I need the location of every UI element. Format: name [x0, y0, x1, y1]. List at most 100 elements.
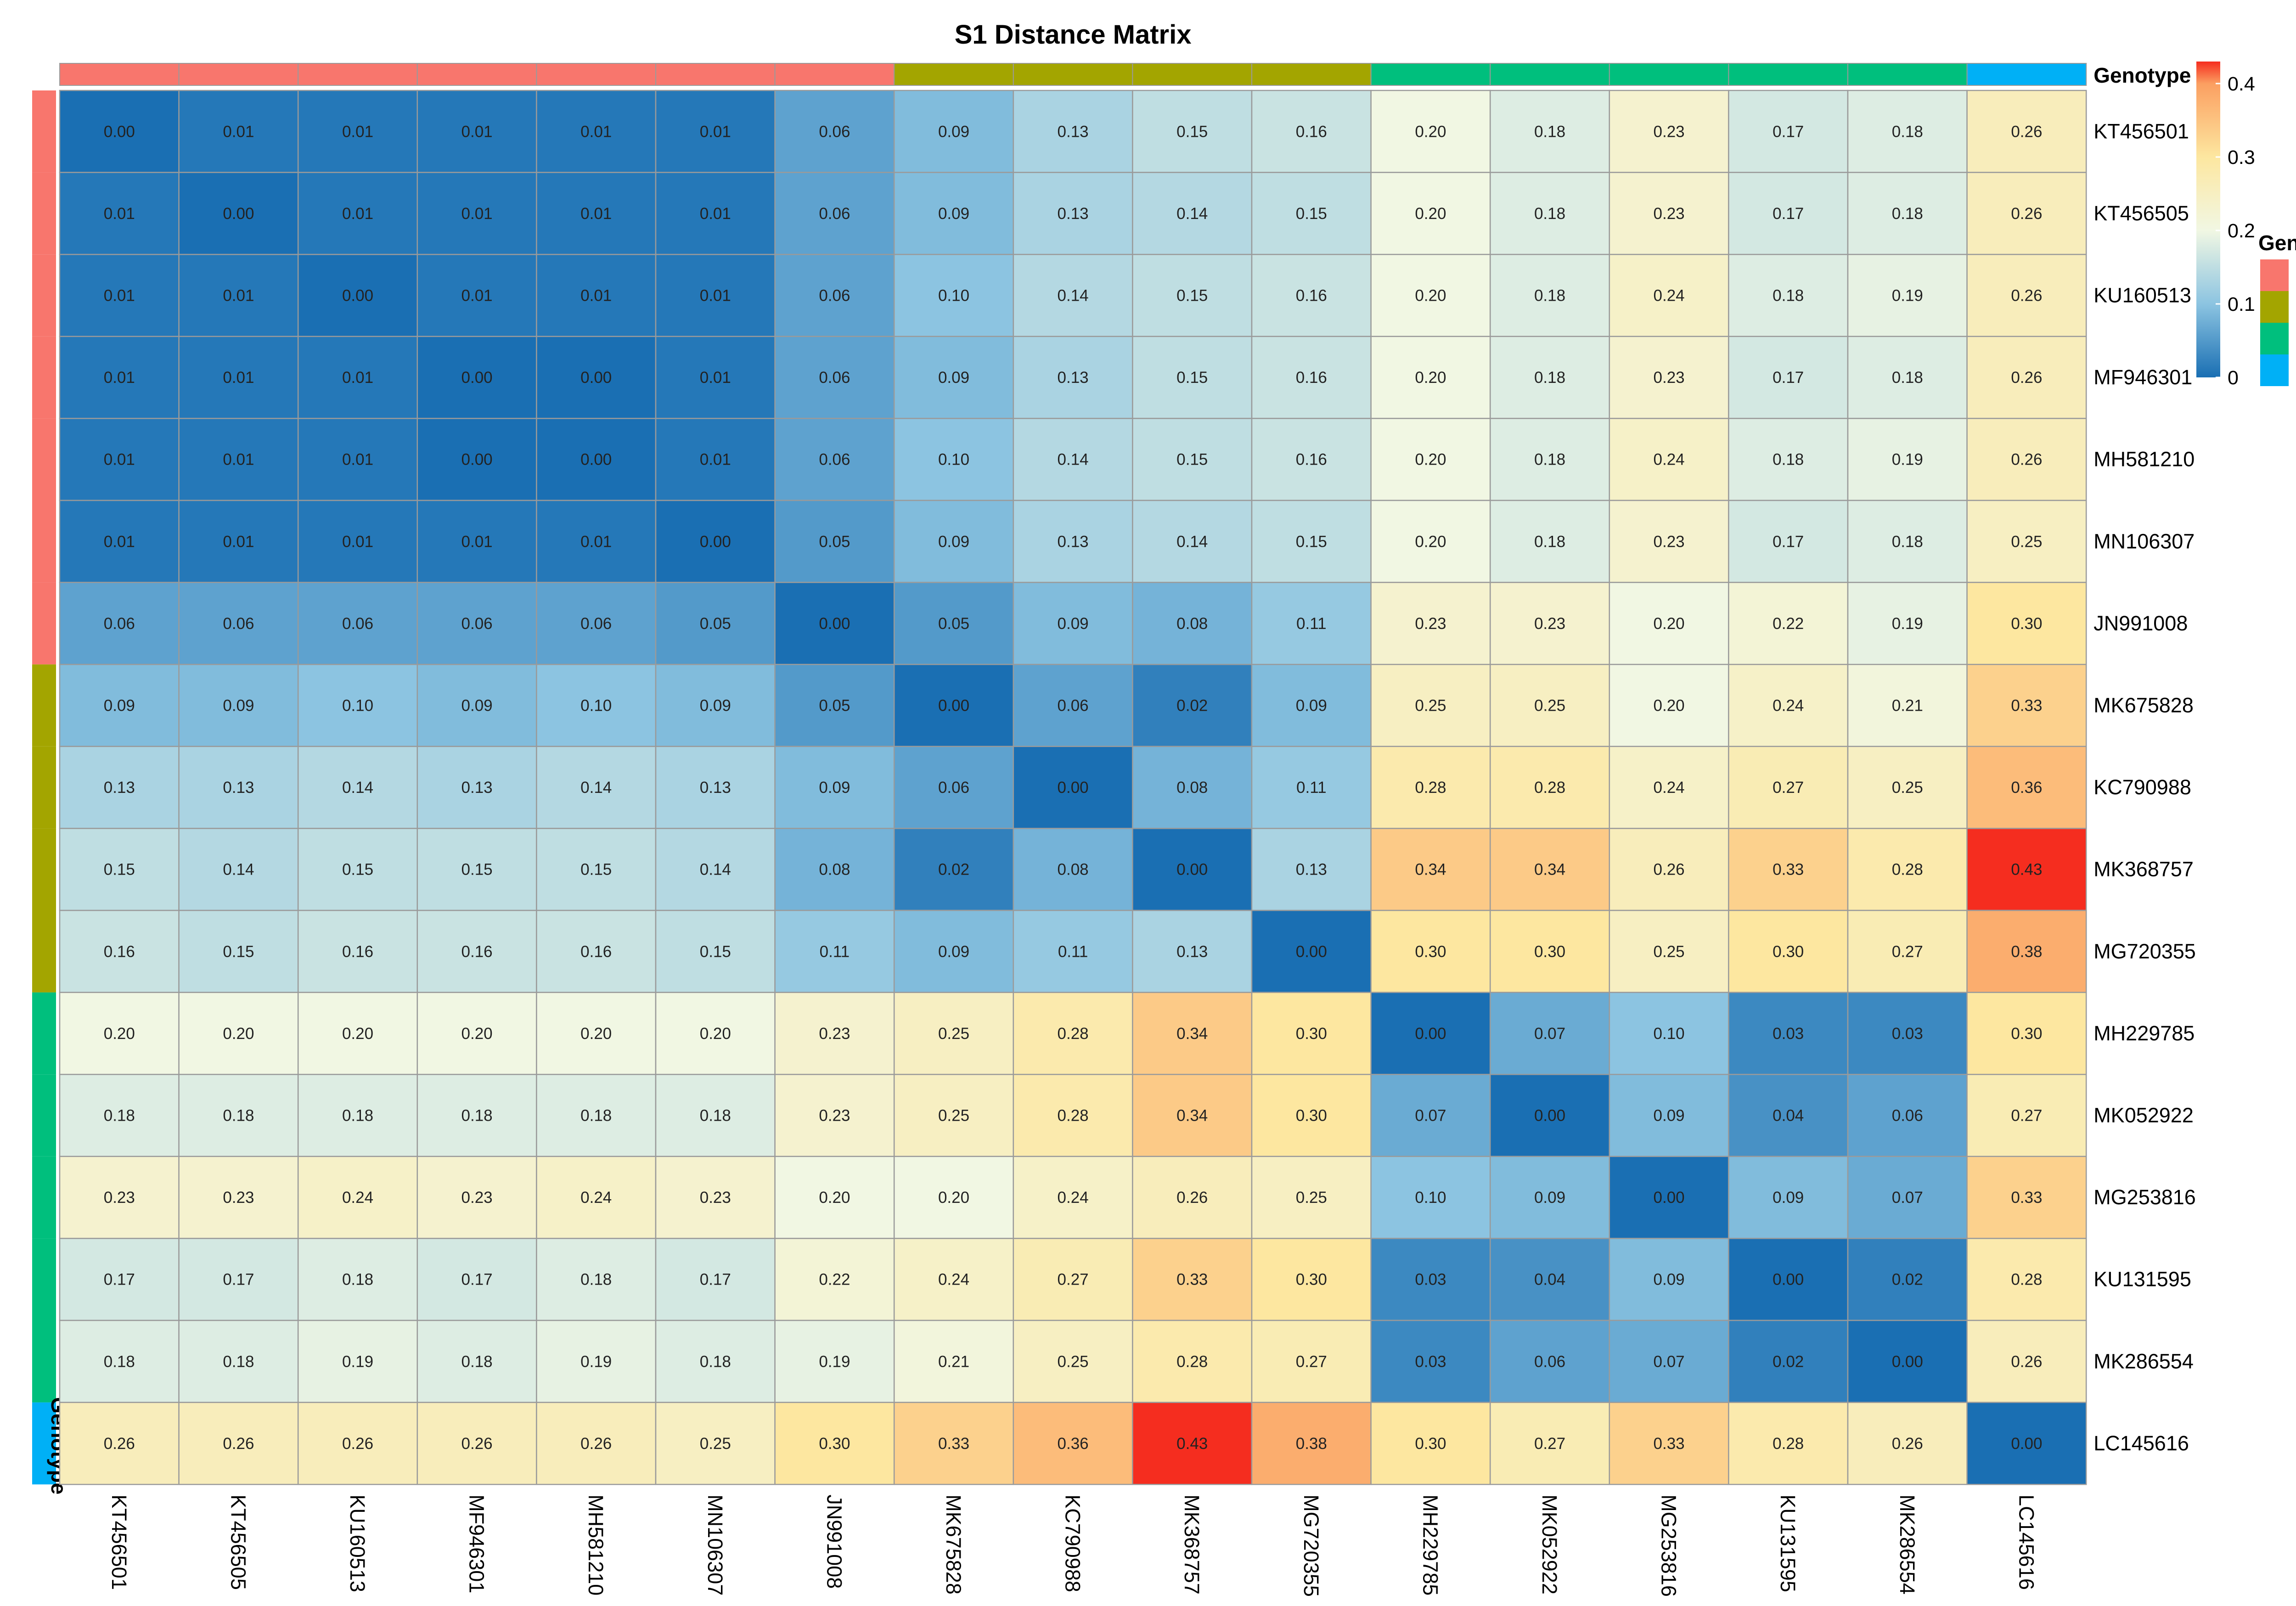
heatmap-cell	[178, 663, 299, 747]
cell-value-label: 0.20	[1654, 697, 1685, 715]
heatmap-cell	[774, 992, 895, 1075]
cell-value-label: 0.23	[700, 1189, 731, 1207]
cell-value-label: 0.28	[1773, 1435, 1804, 1453]
heatmap-cell	[1966, 746, 2087, 829]
cell-value-label: 0.25	[1415, 697, 1446, 715]
cell-value-label: 0.06	[580, 615, 612, 633]
column-label: MF946301	[465, 1494, 489, 1593]
left-genotype-annotation	[32, 90, 56, 1485]
heatmap-cell	[297, 828, 418, 911]
cell-value-label: 0.05	[819, 533, 850, 550]
left-annotation-cell	[32, 664, 56, 747]
top-annotation-cell	[1609, 63, 1729, 86]
cell-value-label: 0.18	[461, 1107, 493, 1125]
cell-value-label: 0.00	[1534, 1107, 1565, 1125]
cell-value-label: 0.01	[580, 205, 612, 223]
heatmap-cell	[774, 253, 895, 337]
left-annotation-cell	[32, 90, 56, 173]
heatmap-cell	[1132, 828, 1253, 911]
cell-value-label: 0.18	[104, 1107, 135, 1125]
heatmap-cell	[1847, 1402, 1968, 1485]
cell-value-label: 0.43	[1176, 1435, 1208, 1453]
cell-value-label: 0.33	[1176, 1271, 1208, 1289]
heatmap-cell	[1847, 582, 1968, 665]
heatmap-cell	[536, 1238, 657, 1321]
row-label: MH581210	[2093, 448, 2195, 471]
cell-value-label: 0.15	[1296, 533, 1327, 550]
heatmap-cell	[655, 992, 776, 1075]
cell-value-label: 0.16	[104, 943, 135, 960]
heatmap-cell	[1609, 172, 1729, 255]
cell-value-label: 0.18	[1534, 287, 1565, 305]
heatmap-cell	[59, 1238, 180, 1321]
heatmap-cell	[297, 500, 418, 583]
row-label: MK052922	[2093, 1104, 2194, 1127]
cell-value-label: 0.18	[1534, 205, 1565, 223]
cell-value-label: 0.01	[461, 533, 493, 550]
cell-value-label: 0.01	[223, 287, 254, 305]
cell-value-label: 0.09	[938, 205, 969, 223]
cell-value-label: 0.06	[819, 123, 850, 140]
cell-value-label: 0.20	[580, 1025, 612, 1043]
cell-value-label: 0.15	[1176, 287, 1208, 305]
cell-value-label: 0.19	[342, 1353, 373, 1370]
heatmap-cell	[1251, 500, 1372, 583]
cell-value-label: 0.11	[1058, 943, 1088, 960]
row-labels: KT456501 KT456505 KU160513 MF946301 MH581210…	[2093, 119, 2196, 1455]
heatmap-cell	[1609, 500, 1729, 583]
cell-value-label: 0.15	[1176, 451, 1208, 469]
heatmap-cell	[1489, 90, 1610, 173]
heatmap-cell	[1013, 253, 1133, 337]
cell-value-label: 0.00	[700, 533, 731, 550]
cell-value-label: 0.01	[580, 533, 612, 550]
row-label: KT456501	[2093, 119, 2189, 143]
cell-value-label: 0.19	[1892, 287, 1923, 305]
cell-value-label: 0.26	[223, 1435, 254, 1453]
left-annotation-cell	[32, 992, 56, 1075]
cell-value-label: 0.27	[1058, 1271, 1089, 1289]
cell-value-label: 0.18	[1892, 369, 1923, 387]
cell-value-label: 0.10	[580, 697, 612, 715]
cell-value-label: 0.04	[1773, 1107, 1804, 1125]
heatmap-cell	[59, 746, 180, 829]
top-annotation-cell	[298, 63, 418, 86]
cell-value-label: 0.01	[223, 451, 254, 469]
heatmap-cell	[1966, 172, 2087, 255]
cell-value-label: 0.08	[1176, 779, 1208, 797]
cell-value-label: 0.10	[938, 287, 969, 305]
row-label: MK286554	[2093, 1349, 2194, 1373]
heatmap-cell	[1370, 336, 1491, 419]
heatmap-cell	[893, 90, 1014, 173]
left-annotation-cell	[32, 172, 56, 255]
heatmap-cell	[1489, 1238, 1610, 1321]
cell-value-label: 0.19	[580, 1353, 612, 1370]
cell-value-label: 0.14	[1176, 533, 1208, 550]
heatmap-cell	[536, 1073, 657, 1157]
heatmap-cell	[178, 336, 299, 419]
cell-value-label: 0.09	[1654, 1271, 1685, 1289]
cell-value-label: 0.13	[1176, 943, 1208, 960]
cell-value-label: 0.18	[1534, 369, 1565, 387]
top-annotation-cell	[1132, 63, 1252, 86]
cell-value-label: 0.25	[1654, 943, 1685, 960]
cell-value-label: 0.09	[104, 697, 135, 715]
cell-value-label: 0.00	[938, 697, 969, 715]
left-annotation-cell	[32, 910, 56, 993]
cell-value-label: 0.24	[580, 1189, 612, 1207]
heatmap-cell	[536, 1156, 657, 1239]
heatmap-cell	[1609, 1156, 1729, 1239]
heatmap-cell	[1013, 1402, 1133, 1485]
heatmap-cell	[59, 253, 180, 337]
heatmap-cell	[1728, 910, 1849, 993]
cell-value-label: 0.20	[223, 1025, 254, 1043]
cell-value-label: 0.15	[1176, 369, 1208, 387]
color-scale-tick-label: 0.2	[2228, 220, 2255, 242]
heatmap-cell	[893, 1320, 1014, 1403]
heatmap-cell	[893, 1073, 1014, 1157]
cell-value-label: 0.13	[1296, 861, 1327, 879]
cell-value-label: 0.30	[1534, 943, 1565, 960]
cell-value-label: 0.18	[700, 1353, 731, 1370]
row-label: KU131595	[2093, 1268, 2191, 1291]
cell-value-label: 0.09	[1654, 1107, 1685, 1125]
cell-value-label: 0.20	[819, 1189, 850, 1207]
